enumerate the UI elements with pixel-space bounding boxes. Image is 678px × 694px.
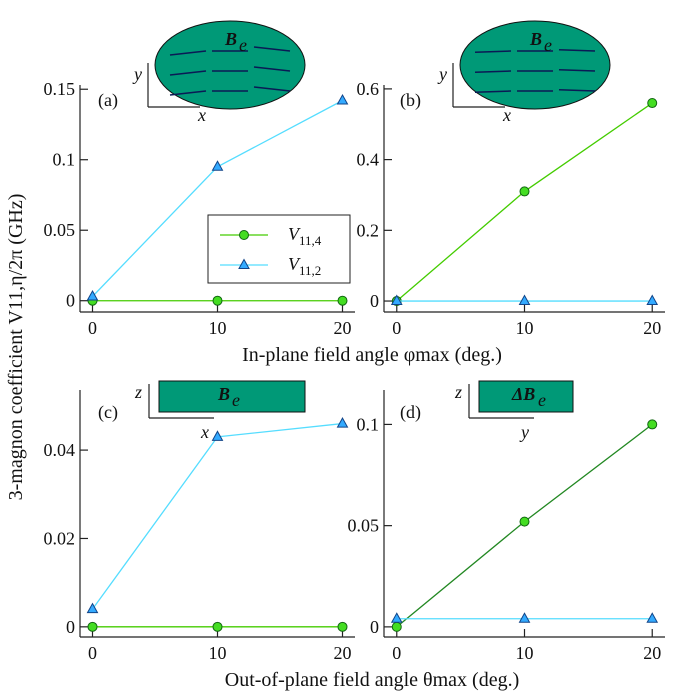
marker [238, 258, 250, 269]
inset-axis-label: y [519, 422, 529, 442]
marker [519, 516, 530, 527]
x-tick-label: 20 [643, 643, 661, 663]
marker [86, 289, 99, 301]
marker [86, 602, 99, 614]
marker [519, 186, 530, 197]
inset-arrow [474, 50, 512, 53]
marker [390, 612, 403, 623]
inset-axis-label: y [132, 64, 142, 84]
x-tick-label: 20 [643, 318, 661, 338]
x-tick-label: 0 [88, 318, 97, 338]
legend-label: V11,2 [288, 254, 321, 278]
inset-axis-label: x [200, 422, 209, 442]
panel-label: (a) [98, 90, 118, 111]
inset-arrow [558, 49, 596, 52]
marker [646, 612, 659, 623]
inset-shape [459, 20, 611, 110]
inset-arrow [558, 89, 596, 92]
inset-axis-label: y [437, 64, 447, 84]
y-tick-label: 0.6 [357, 79, 380, 99]
y-tick-label: 0.05 [44, 220, 76, 240]
x-tick-label: 20 [334, 318, 352, 338]
inset-arrow [253, 46, 291, 52]
inset-shape [158, 380, 306, 413]
inset-arrow [474, 90, 512, 93]
y-tick-label: 0.4 [357, 150, 380, 170]
y-tick-label: 0.05 [348, 516, 380, 536]
inset-arrow [169, 90, 207, 96]
inset-axis-label: z [134, 382, 142, 402]
legend-box [207, 214, 351, 284]
inset-axis-label: z [454, 382, 462, 402]
marker [211, 160, 224, 171]
marker [518, 612, 531, 623]
marker [211, 430, 224, 441]
inset-field-sub: e [232, 390, 240, 410]
marker [212, 295, 223, 306]
y-tick-label: 0 [66, 617, 75, 637]
x-tick-label: 10 [516, 643, 534, 663]
y-axis-label: 3-magnon coefficient V11,η/2π (GHz) [5, 194, 27, 501]
marker [647, 419, 658, 430]
marker [337, 621, 348, 632]
x-tick-label: 0 [392, 643, 401, 663]
inset-arrow [474, 70, 512, 73]
legend-label: V11,4 [288, 224, 322, 248]
inset-field-sub: e [538, 390, 546, 410]
marker [390, 294, 403, 306]
x-tick-label: 10 [209, 318, 227, 338]
y-tick-label: 0.2 [357, 220, 380, 240]
inset-field: ΔB [511, 384, 535, 404]
marker [336, 93, 349, 105]
marker [212, 621, 223, 632]
inset-arrow [253, 86, 291, 92]
x-tick-label: 0 [392, 318, 401, 338]
inset-field: B [529, 29, 542, 49]
inset-field-sub: e [544, 35, 552, 55]
marker [337, 295, 348, 306]
marker [518, 294, 531, 306]
x-tick-label: 10 [516, 318, 534, 338]
x-axis-label: Out-of-plane field angle θmax (deg.) [225, 669, 519, 691]
inset-field: B [217, 384, 230, 404]
marker [239, 230, 249, 240]
marker [336, 417, 349, 428]
series-line [91, 422, 343, 610]
inset-arrow [558, 69, 596, 72]
y-tick-label: 0.04 [44, 440, 76, 460]
inset-shape [154, 20, 306, 110]
panel-label: (b) [400, 90, 421, 111]
y-tick-label: 0 [370, 617, 379, 637]
marker [87, 621, 98, 632]
inset-field-sub: e [239, 35, 247, 55]
panel-label: (c) [98, 402, 118, 423]
inset-arrow [253, 66, 291, 72]
x-axis-label: In-plane field angle φmax (deg.) [242, 344, 502, 366]
inset-arrow [169, 50, 207, 56]
y-tick-label: 0.15 [44, 79, 76, 99]
marker [647, 98, 658, 109]
inset-arrow [169, 70, 207, 76]
y-tick-label: 0 [370, 291, 379, 311]
inset-axis-label: x [197, 105, 206, 125]
inset-field: B [224, 29, 237, 49]
marker [646, 294, 659, 306]
inset-shape [478, 380, 574, 413]
y-tick-label: 0.02 [44, 528, 76, 548]
series-line [396, 102, 653, 302]
y-tick-label: 0.1 [357, 414, 380, 434]
panel-label: (d) [400, 402, 421, 423]
y-tick-label: 0 [66, 291, 75, 311]
marker [391, 621, 402, 632]
x-tick-label: 0 [88, 643, 97, 663]
x-tick-label: 10 [209, 643, 227, 663]
inset-axis-label: x [502, 105, 511, 125]
y-tick-label: 0.1 [53, 150, 76, 170]
x-tick-label: 20 [334, 643, 352, 663]
